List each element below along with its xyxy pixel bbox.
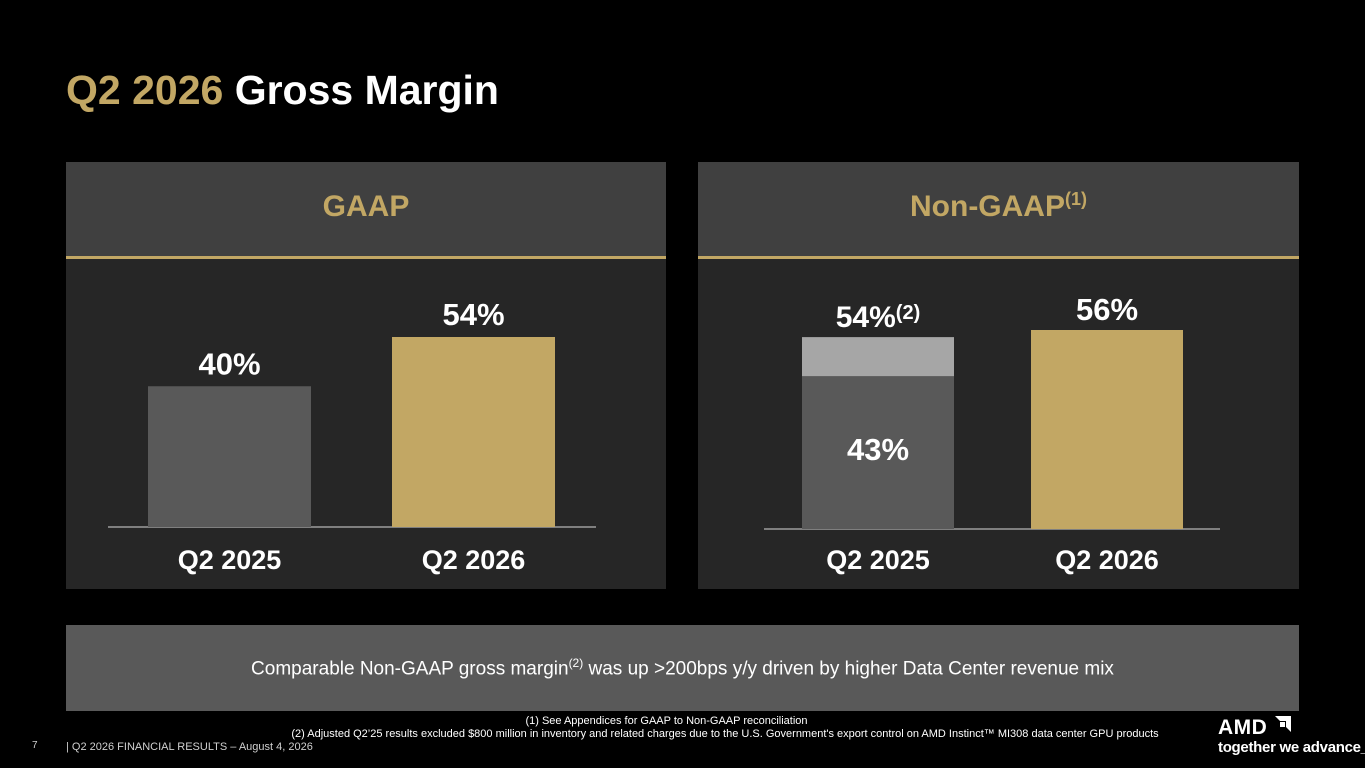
gaap-category-label-1: Q2 2025 xyxy=(178,545,282,575)
takeaway-box: Comparable Non-GAAP gross margin(2) was … xyxy=(66,625,1299,711)
page-title: Q2 2026 Gross Margin xyxy=(66,70,499,111)
footnote-1: (1) See Appendices for GAAP to Non-GAAP … xyxy=(525,715,808,727)
gaap-category-label-2: Q2 2026 xyxy=(422,545,526,575)
nongaap-bar-1-adjustment xyxy=(802,337,954,377)
takeaway-sup: (2) xyxy=(568,656,584,670)
nongaap-value-label-1: 43% xyxy=(847,432,909,467)
nongaap-category-label-1: Q2 2025 xyxy=(826,545,930,575)
gaap-value-label-1: 40% xyxy=(198,346,260,381)
nongaap-label-text: Non-GAAP xyxy=(910,190,1065,223)
footer-text: | Q2 2026 FINANCIAL RESULTS – August 4, … xyxy=(66,741,313,753)
logo-brand: AMD xyxy=(1218,716,1268,739)
gaap-panel: GAAP 40% Q2 2025 54% Q2 2026 xyxy=(66,162,666,589)
gaap-chart: 40% Q2 2025 54% Q2 2026 xyxy=(108,297,596,575)
takeaway-post: was up >200bps y/y driven by higher Data… xyxy=(583,658,1114,680)
page-number: 7 xyxy=(32,740,38,751)
nongaap-value-label-2: 56% xyxy=(1076,292,1138,327)
nongaap-panel-header: Non-GAAP(1) xyxy=(698,162,1299,259)
title-accent: Q2 2026 xyxy=(66,67,224,113)
gaap-bar-2 xyxy=(392,337,555,527)
title-main: Gross Margin xyxy=(234,67,499,113)
gaap-panel-label: GAAP xyxy=(322,190,410,223)
nongaap-panel: Non-GAAP(1) Q2 2025 Q2 2026 43% 54%(2) 56% xyxy=(698,162,1299,589)
gaap-bar-1 xyxy=(148,386,311,527)
nongaap-total-label-1: 54%(2) xyxy=(836,301,921,334)
footnote-2: (2) Adjusted Q2’25 results excluded $800… xyxy=(291,728,1159,740)
gaap-panel-header: GAAP xyxy=(66,162,666,259)
logo-tagline: together we advance_ xyxy=(1218,739,1365,756)
amd-logo: AMD together we advance_ xyxy=(1218,716,1365,760)
nongaap-bar-2 xyxy=(1031,330,1183,529)
nongaap-label-sup: (1) xyxy=(1064,189,1087,209)
nongaap-chart: Q2 2025 Q2 2026 43% 54%(2) 56% xyxy=(764,292,1220,575)
nongaap-panel-label: Non-GAAP(1) xyxy=(698,190,1299,224)
takeaway-pre: Comparable Non-GAAP gross margin xyxy=(251,658,569,680)
takeaway-text: Comparable Non-GAAP gross margin(2) was … xyxy=(66,656,1299,680)
gaap-value-label-2: 54% xyxy=(442,297,504,332)
amd-arrow-icon xyxy=(1275,716,1291,732)
nongaap-bar-1 xyxy=(802,376,954,529)
nongaap-category-label-2: Q2 2026 xyxy=(1055,545,1159,575)
